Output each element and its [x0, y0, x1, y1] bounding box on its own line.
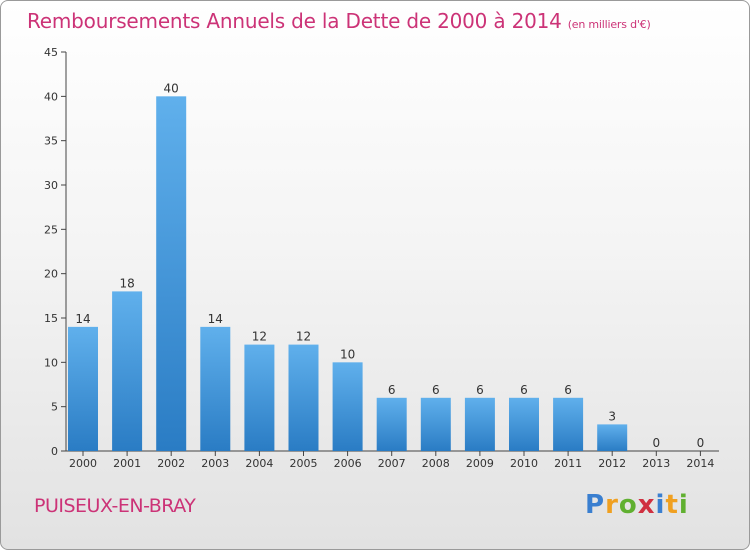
logo-letter: P [585, 490, 606, 520]
y-tick-label: 35 [44, 135, 58, 148]
bar-value-label: 12 [252, 330, 267, 344]
bar-value-label: 6 [388, 383, 396, 397]
bar-2011 [553, 397, 584, 451]
bar-value-label: 6 [564, 383, 572, 397]
x-axis: 2000 2001 2002 2003 2004 2005 2006 2007 2008 2009… [66, 450, 719, 470]
bar-value-label: 18 [119, 276, 134, 290]
y-tick-label: 15 [44, 312, 58, 325]
bar-value-label: 3 [608, 409, 616, 423]
place-name: PUISEUX-EN-BRAY [34, 495, 196, 517]
bar-2004 [244, 344, 275, 451]
bar-2009 [464, 397, 495, 451]
y-tick-label: 45 [44, 46, 58, 59]
logo-letter: r [605, 490, 619, 520]
bar-value-label: 12 [296, 330, 311, 344]
bar-value-label: 0 [652, 436, 660, 450]
bar-2005 [288, 344, 319, 451]
chart-title-text: Remboursements Annuels de la Dette de 20… [27, 9, 562, 33]
y-tick-label: 5 [51, 401, 58, 414]
bar-2003 [200, 326, 231, 451]
bar-2002 [156, 96, 187, 451]
x-tick-label: 2003 [201, 457, 229, 470]
x-tick-label: 2012 [598, 457, 626, 470]
x-tick-label: 2009 [466, 457, 494, 470]
x-tick-label: 2013 [642, 457, 670, 470]
bar-value-label: 14 [208, 312, 223, 326]
bars [68, 96, 628, 451]
bar-value-label: 10 [340, 347, 355, 361]
y-tick-label: 0 [51, 445, 58, 458]
bar-2000 [68, 326, 98, 451]
logo-letter: o [618, 490, 638, 520]
y-tick-label: 10 [44, 356, 58, 369]
bar-value-label: 6 [520, 383, 528, 397]
y-tick-label: 25 [44, 223, 58, 236]
proxiti-logo: Proxiti [585, 490, 689, 520]
bar-2008 [420, 397, 451, 451]
x-tick-label: 2008 [422, 457, 450, 470]
x-tick-label: 2014 [686, 457, 714, 470]
x-tick-label: 2002 [157, 457, 185, 470]
x-tick-label: 2007 [378, 457, 406, 470]
y-tick-label: 40 [44, 90, 58, 103]
bar-value-label: 40 [164, 81, 179, 95]
bar-2006 [332, 362, 363, 451]
logo-letter: x [637, 490, 656, 520]
bar-2001 [112, 291, 143, 451]
x-tick-label: 2005 [290, 457, 318, 470]
y-axis: 0 5 10 15 20 25 30 35 40 45 [44, 46, 67, 458]
chart-title: Remboursements Annuels de la Dette de 20… [27, 9, 651, 33]
bar-2010 [509, 397, 539, 451]
data-labels: 14 18 40 14 12 12 10 6 6 6 6 6 3 0 0 [75, 81, 704, 450]
logo-letter: i [655, 490, 666, 520]
x-tick-label: 2000 [69, 457, 97, 470]
logo-letter: t [665, 490, 679, 520]
chart-unit: (en milliers d'€) [567, 18, 651, 31]
bar-value-label: 6 [432, 383, 440, 397]
x-tick-label: 2011 [554, 457, 582, 470]
logo-letter: i [678, 490, 689, 520]
x-tick-label: 2001 [113, 457, 141, 470]
bar-2012 [597, 424, 628, 451]
bar-value-label: 14 [75, 312, 90, 326]
x-tick-label: 2004 [245, 457, 273, 470]
bar-2007 [376, 397, 407, 451]
y-tick-label: 30 [44, 179, 58, 192]
y-tick-label: 20 [44, 268, 58, 281]
x-tick-label: 2006 [334, 457, 362, 470]
bar-value-label: 0 [697, 436, 705, 450]
x-tick-label: 2010 [510, 457, 538, 470]
bar-value-label: 6 [476, 383, 484, 397]
